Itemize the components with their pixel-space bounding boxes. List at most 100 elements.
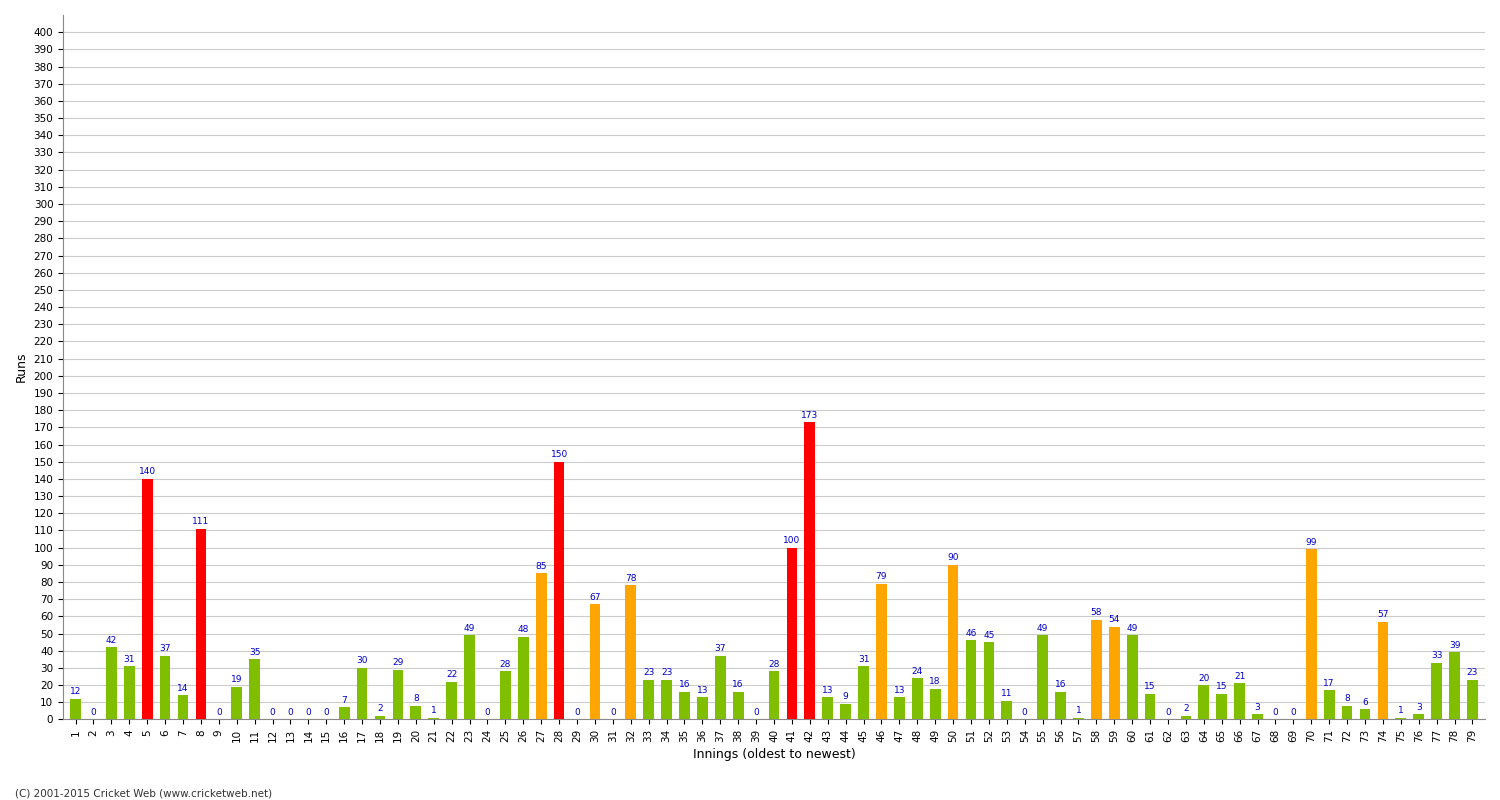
Text: 12: 12 <box>70 687 81 696</box>
Bar <box>1038 635 1048 719</box>
Text: 2: 2 <box>1184 705 1188 714</box>
Text: 49: 49 <box>1036 624 1048 633</box>
Text: 24: 24 <box>912 666 922 676</box>
Bar <box>1234 683 1245 719</box>
Text: 42: 42 <box>106 636 117 645</box>
Bar <box>1449 653 1460 719</box>
Text: 0: 0 <box>1022 708 1028 717</box>
Text: 1: 1 <box>430 706 436 715</box>
Bar <box>142 479 153 719</box>
Text: 0: 0 <box>753 708 759 717</box>
Text: 48: 48 <box>518 626 530 634</box>
Bar <box>1002 701 1013 719</box>
Bar <box>447 682 458 719</box>
Text: 79: 79 <box>876 572 886 581</box>
Bar <box>195 529 207 719</box>
Text: 140: 140 <box>138 467 156 476</box>
Bar <box>393 670 404 719</box>
Text: 1: 1 <box>1076 706 1082 715</box>
Text: 6: 6 <box>1362 698 1368 706</box>
Text: 30: 30 <box>357 656 368 666</box>
Text: (C) 2001-2015 Cricket Web (www.cricketweb.net): (C) 2001-2015 Cricket Web (www.cricketwe… <box>15 788 272 798</box>
Text: 28: 28 <box>768 660 780 669</box>
Text: 0: 0 <box>270 708 276 717</box>
Text: 49: 49 <box>1126 624 1138 633</box>
Text: 13: 13 <box>696 686 708 694</box>
Bar <box>1144 694 1155 719</box>
Text: 33: 33 <box>1431 651 1443 660</box>
Text: 100: 100 <box>783 536 801 545</box>
Text: 20: 20 <box>1198 674 1209 682</box>
Text: 78: 78 <box>626 574 636 583</box>
Text: 67: 67 <box>590 593 600 602</box>
Bar <box>966 641 976 719</box>
Text: 14: 14 <box>177 684 189 693</box>
Text: 23: 23 <box>644 668 654 678</box>
Bar <box>249 659 259 719</box>
Bar <box>804 422 814 719</box>
Text: 16: 16 <box>678 681 690 690</box>
Bar <box>357 668 368 719</box>
Text: 16: 16 <box>1054 681 1066 690</box>
Text: 37: 37 <box>714 644 726 654</box>
Bar <box>124 666 135 719</box>
Bar <box>1413 714 1424 719</box>
Text: 0: 0 <box>610 708 615 717</box>
Bar <box>375 716 386 719</box>
Text: 99: 99 <box>1305 538 1317 546</box>
Text: 29: 29 <box>392 658 404 667</box>
Text: 37: 37 <box>159 644 171 654</box>
Bar <box>106 647 117 719</box>
Bar <box>644 680 654 719</box>
Bar <box>1252 714 1263 719</box>
Bar <box>1126 635 1137 719</box>
Text: 18: 18 <box>930 677 940 686</box>
Text: 8: 8 <box>1344 694 1350 703</box>
Text: 7: 7 <box>342 696 346 705</box>
Text: 111: 111 <box>192 517 210 526</box>
Text: 8: 8 <box>413 694 419 703</box>
Bar <box>1216 694 1227 719</box>
Bar <box>339 707 350 719</box>
Bar <box>1324 690 1335 719</box>
Text: 21: 21 <box>1234 672 1245 681</box>
Bar <box>590 604 600 719</box>
Bar <box>840 704 850 719</box>
Text: 0: 0 <box>324 708 328 717</box>
Text: 3: 3 <box>1416 702 1422 712</box>
Bar <box>1072 718 1084 719</box>
Bar <box>1054 692 1066 719</box>
Text: 0: 0 <box>216 708 222 717</box>
Text: 58: 58 <box>1090 608 1102 618</box>
Text: 90: 90 <box>948 554 958 562</box>
Text: 2: 2 <box>376 705 382 714</box>
Text: 0: 0 <box>484 708 490 717</box>
Bar <box>768 671 780 719</box>
Text: 0: 0 <box>306 708 312 717</box>
Bar <box>159 656 171 719</box>
Text: 54: 54 <box>1108 615 1120 624</box>
Text: 0: 0 <box>1290 708 1296 717</box>
Bar <box>858 666 868 719</box>
Bar <box>1108 626 1119 719</box>
Bar <box>930 689 940 719</box>
Bar <box>500 671 512 719</box>
Text: 1: 1 <box>1398 706 1404 715</box>
Text: 0: 0 <box>1166 708 1172 717</box>
Bar <box>1090 620 1101 719</box>
Text: 0: 0 <box>1272 708 1278 717</box>
Bar <box>786 548 798 719</box>
Text: 15: 15 <box>1216 682 1227 691</box>
Bar <box>554 462 564 719</box>
Text: 23: 23 <box>1467 668 1478 678</box>
Text: 46: 46 <box>966 629 976 638</box>
Bar <box>984 642 994 719</box>
Text: 31: 31 <box>858 654 870 664</box>
Bar <box>1431 662 1442 719</box>
Bar <box>1467 680 1478 719</box>
Bar <box>912 678 922 719</box>
Text: 16: 16 <box>732 681 744 690</box>
Text: 9: 9 <box>843 693 849 702</box>
Text: 45: 45 <box>982 630 994 639</box>
Text: 15: 15 <box>1144 682 1156 691</box>
